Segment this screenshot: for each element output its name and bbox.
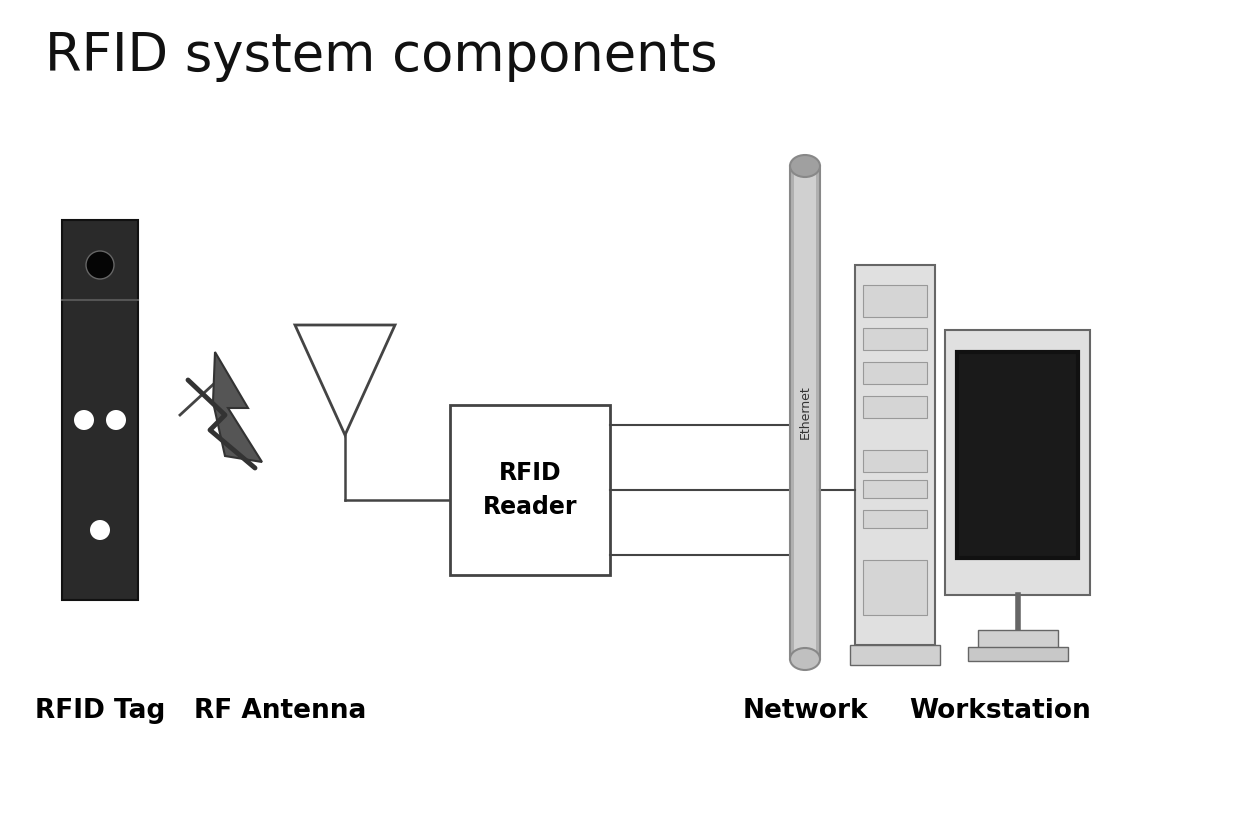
- Circle shape: [91, 520, 110, 540]
- Bar: [863, 362, 928, 384]
- Circle shape: [86, 251, 114, 279]
- Bar: [794, 166, 816, 659]
- Ellipse shape: [790, 155, 820, 177]
- Bar: [849, 645, 940, 665]
- Bar: [450, 405, 610, 575]
- Polygon shape: [295, 325, 396, 435]
- Text: Ethernet: Ethernet: [799, 386, 811, 439]
- Bar: [863, 450, 928, 472]
- Bar: [863, 560, 928, 615]
- Text: RF Antenna: RF Antenna: [193, 698, 366, 724]
- Text: RFID Tag: RFID Tag: [35, 698, 165, 724]
- Bar: [863, 328, 928, 350]
- Bar: [863, 510, 928, 528]
- Bar: [62, 220, 138, 600]
- Bar: [790, 166, 820, 659]
- Polygon shape: [213, 352, 262, 462]
- Bar: [977, 630, 1058, 648]
- Bar: [957, 352, 1078, 558]
- Text: RFID system components: RFID system components: [45, 30, 718, 82]
- Text: Network: Network: [743, 698, 868, 724]
- Bar: [863, 480, 928, 498]
- Bar: [945, 330, 1090, 595]
- Bar: [863, 285, 928, 317]
- Bar: [863, 396, 928, 418]
- Text: RFID
Reader: RFID Reader: [482, 461, 578, 518]
- Bar: [856, 265, 935, 645]
- Circle shape: [105, 410, 126, 430]
- Bar: [967, 647, 1068, 661]
- Ellipse shape: [790, 648, 820, 670]
- Text: Workstation: Workstation: [909, 698, 1091, 724]
- Circle shape: [74, 410, 94, 430]
